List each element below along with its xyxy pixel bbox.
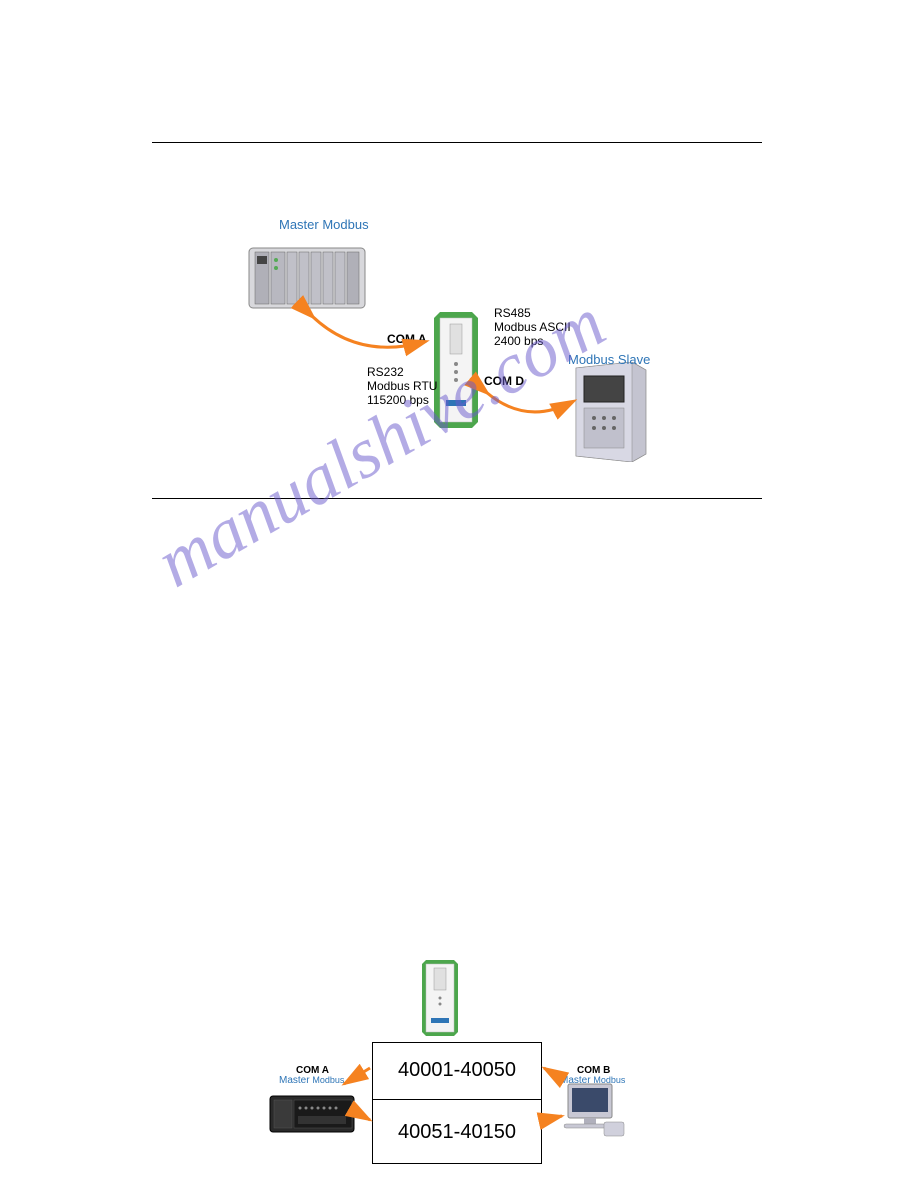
label-2400: 2400 bps	[494, 334, 543, 350]
page: Master Modbus COM A	[0, 0, 918, 1188]
master-text-2a: Master	[279, 1075, 310, 1086]
arrow-gateway-slave	[476, 382, 586, 432]
divider-mid	[152, 498, 762, 499]
label-115200: 115200 bps	[367, 393, 429, 409]
arrow-master-gateway	[298, 302, 438, 362]
gateway-device-icon	[432, 310, 480, 430]
label-master-modbus-1: Master Modbus	[279, 217, 369, 234]
label-modbus-slave: Modbus Slave	[568, 352, 650, 369]
divider-top	[152, 142, 762, 143]
arrows-fig2	[340, 1052, 580, 1142]
gateway2-device-icon	[420, 958, 460, 1038]
label-master-modbus-2: Master Modbus	[279, 1074, 344, 1087]
